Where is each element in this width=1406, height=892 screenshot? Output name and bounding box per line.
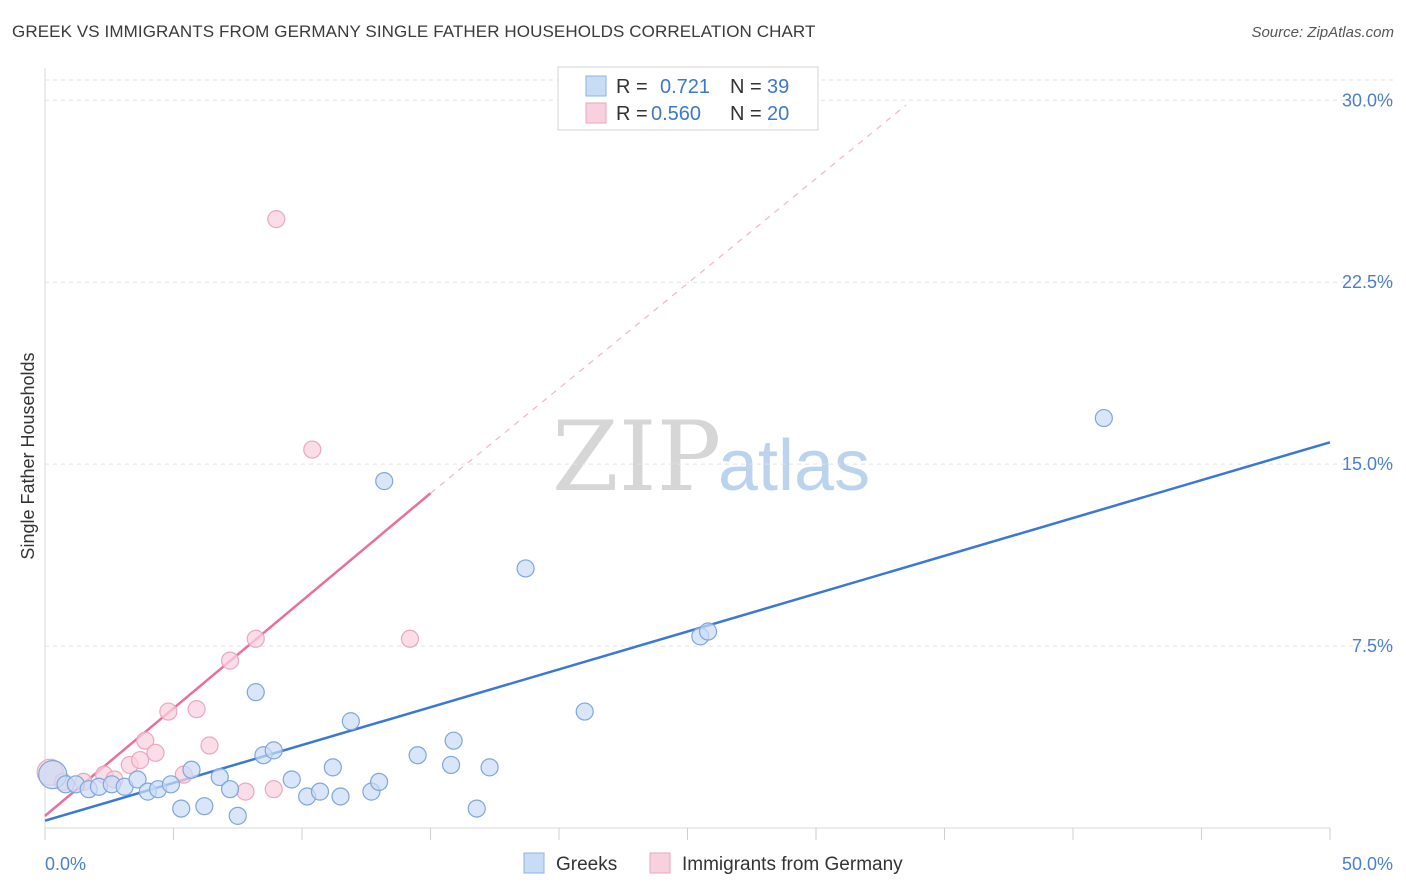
series-legend: Greeks Immigrants from Germany xyxy=(523,852,903,875)
greeks-point xyxy=(246,683,265,702)
legend-r-label-1: R = xyxy=(616,76,648,98)
greeks-point xyxy=(1094,408,1113,428)
y-axis-label: Single Father Households xyxy=(18,352,38,559)
legend-r-value-2: 0.560 xyxy=(651,103,701,125)
germany-point xyxy=(246,629,265,648)
greeks-point xyxy=(210,767,229,787)
watermark-zip: ZIP xyxy=(552,401,721,513)
greeks-point xyxy=(264,741,283,760)
greeks-point xyxy=(444,731,463,750)
greeks-point xyxy=(331,787,350,806)
data-points xyxy=(36,210,1113,825)
y-tick-label: 15.0% xyxy=(1342,454,1393,474)
chart-title: GREEK VS IMMIGRANTS FROM GERMANY SINGLE … xyxy=(12,22,816,41)
germany-point xyxy=(159,702,178,721)
y-tick-label: 22.5% xyxy=(1342,272,1393,292)
germany-point xyxy=(146,743,165,762)
legend-n-value-1: 39 xyxy=(767,76,789,98)
x-ticks xyxy=(44,828,1331,840)
y-tick-labels: 7.5% 15.0% 22.5% 30.0% xyxy=(1342,90,1393,656)
germany-point xyxy=(264,780,283,799)
legend-n-value-2: 20 xyxy=(767,103,789,125)
legend-r-value-1: 0.721 xyxy=(660,76,710,98)
germany-point xyxy=(303,440,322,459)
greeks-point xyxy=(575,702,594,721)
germany-point xyxy=(400,629,420,648)
germany-point xyxy=(130,750,150,770)
greeks-point xyxy=(128,770,147,789)
greeks-point xyxy=(341,712,360,731)
germany-point xyxy=(187,700,206,719)
y-tick-label: 30.0% xyxy=(1342,90,1393,110)
bottom-legend-swatch-greeks xyxy=(523,852,545,874)
germany-trend-line xyxy=(44,492,432,817)
greeks-point xyxy=(370,772,389,792)
legend-n-label-2: N = xyxy=(730,103,762,125)
bottom-legend-greeks: Greeks xyxy=(556,854,617,875)
bottom-legend-germany: Immigrants from Germany xyxy=(682,854,903,875)
germany-point xyxy=(220,651,240,670)
greeks-point xyxy=(441,755,461,775)
greeks-point xyxy=(480,758,499,777)
stats-legend: R = 0.721 N = 39 R = 0.560 N = 20 xyxy=(557,66,819,131)
watermark-atlas: atlas xyxy=(718,426,870,506)
legend-swatch-greeks xyxy=(585,75,607,97)
bottom-legend-swatch-germany xyxy=(649,852,671,874)
greeks-point xyxy=(698,622,718,641)
greeks-point xyxy=(195,797,214,816)
germany-point xyxy=(136,731,155,750)
greeks-point xyxy=(408,746,427,765)
greeks-point xyxy=(375,472,394,491)
greeks-point xyxy=(323,758,342,777)
grid-lines xyxy=(45,79,1393,647)
germany-point xyxy=(267,210,286,229)
legend-n-label-1: N = xyxy=(730,76,762,98)
greeks-point xyxy=(310,782,330,801)
greeks-point xyxy=(220,780,240,799)
legend-swatch-germany xyxy=(585,102,607,124)
germany-point xyxy=(236,782,255,801)
greeks-point xyxy=(172,799,191,818)
x-tick-label-max: 50.0% xyxy=(1342,854,1393,874)
x-tick-label-min: 0.0% xyxy=(45,854,86,874)
germany-point xyxy=(200,736,219,755)
source-label: Source: ZipAtlas.com xyxy=(1251,24,1394,41)
y-tick-label: 7.5% xyxy=(1352,636,1393,656)
greeks-point xyxy=(467,799,486,818)
greeks-point xyxy=(182,760,201,779)
legend-r-label-2: R = xyxy=(616,103,648,125)
greeks-point xyxy=(516,559,535,578)
greeks-point xyxy=(161,775,181,794)
greeks-point xyxy=(228,806,247,825)
greeks-point xyxy=(282,770,301,789)
